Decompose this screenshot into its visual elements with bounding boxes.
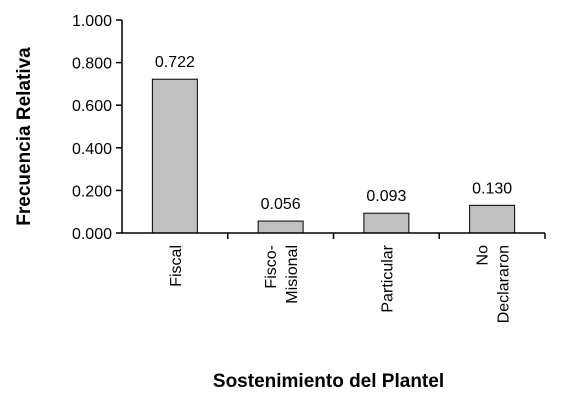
y-tick-label: 0.600 xyxy=(72,98,112,115)
category-label: Fisco- Misional xyxy=(263,245,301,304)
y-axis-ticks: 0.000 0.200 0.400 0.600 0.800 1.000 xyxy=(72,13,122,243)
bar-value-label: 0.130 xyxy=(472,180,512,197)
y-tick-label: 0.200 xyxy=(72,183,112,200)
category-label: Particular xyxy=(379,244,396,312)
category-label-line: No xyxy=(475,245,492,266)
bar-value-label: 0.093 xyxy=(366,188,406,205)
category-label-line: Particular xyxy=(379,244,396,312)
y-tick-label: 0.800 xyxy=(72,56,112,73)
category-label: No Declararon xyxy=(475,245,513,323)
category-label-line: Declararon xyxy=(496,245,513,323)
bar xyxy=(469,204,516,234)
y-axis-title: Frecuencia Relativa xyxy=(14,47,35,226)
y-tick-label: 1.000 xyxy=(72,13,112,30)
category-label: Fiscal xyxy=(168,245,185,287)
category-label-line: Fisco- xyxy=(263,245,280,289)
bars xyxy=(151,78,516,234)
y-tick-label: 0.400 xyxy=(72,141,112,158)
category-label-line: Misional xyxy=(284,245,301,304)
x-axis-title: Sostenimiento del Plantel xyxy=(213,371,444,392)
bar xyxy=(151,78,198,234)
bar xyxy=(363,212,410,234)
bar xyxy=(257,220,304,234)
y-tick-label: 0.000 xyxy=(72,226,112,243)
category-labels: Fiscal Fisco- Misional Particular No Declarar… xyxy=(168,244,513,323)
value-labels: 0.722 0.056 0.093 0.130 xyxy=(155,54,512,213)
bar-value-label: 0.056 xyxy=(261,196,301,213)
bar-value-label: 0.722 xyxy=(155,54,195,71)
x-axis-ticks xyxy=(227,233,546,239)
category-label-line: Fiscal xyxy=(168,245,185,287)
